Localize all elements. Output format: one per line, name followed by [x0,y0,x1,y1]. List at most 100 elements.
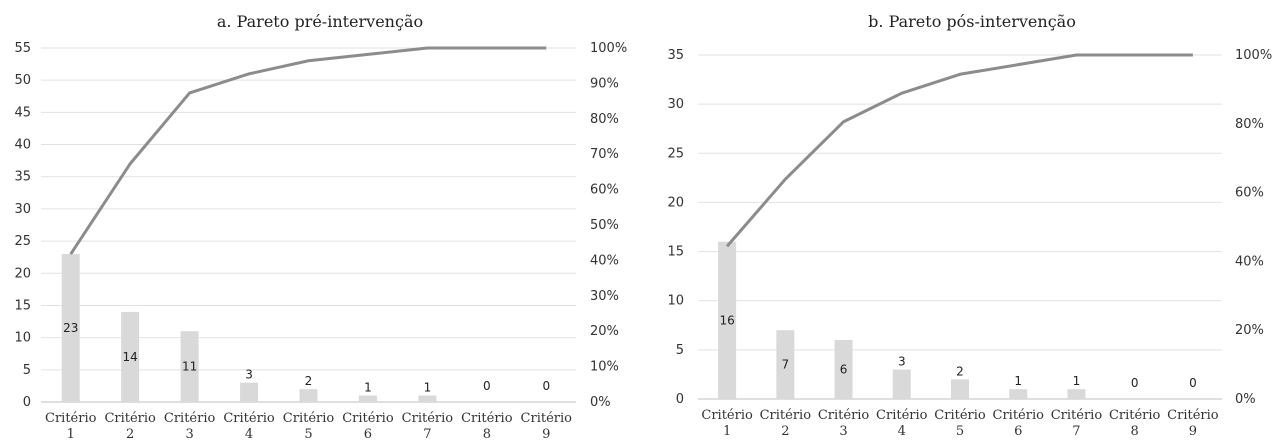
y-tick-label: 35 [667,48,684,63]
y2-tick-label: 40% [1235,254,1264,269]
y2-tick-label: 80% [1235,117,1264,132]
y2-tick-label: 60% [1235,186,1264,201]
y2-tick-label: 10% [590,360,619,375]
y-tick-label: 50 [14,73,31,88]
x-tick-label: Critério [521,411,573,426]
x-tick-label: Critério [1167,408,1219,423]
data-label: 0 [483,379,491,393]
y-tick-label: 10 [667,294,684,309]
x-tick-label: 3 [839,424,847,439]
x-tick-label: Critério [701,408,753,423]
data-label: 1 [364,381,372,395]
pareto-chart-pre: a. Pareto pré-intervenção 05101520253035… [14,12,627,442]
bar [121,311,140,402]
x-tick-label: Critério [934,408,986,423]
y-tick-label: 25 [14,234,31,249]
chart-title: a. Pareto pré-intervenção [217,12,423,31]
x-tick-label: Critério [876,408,928,423]
x-tick-label: 1 [723,424,731,439]
x-tick-label: Critério [45,411,97,426]
data-label: 7 [782,358,790,372]
x-tick-label: 5 [956,424,964,439]
y-tick-label: 5 [23,363,31,378]
y-tick-label: 35 [14,170,31,185]
data-label: 2 [305,374,313,388]
y2-tick-label: 0% [1235,392,1256,407]
y2-tick-label: 0% [590,395,611,410]
bar [61,253,80,402]
y-tick-label: 0 [23,395,31,410]
data-label: 23 [63,321,78,335]
data-label: 1 [1073,374,1081,388]
y2-tick-label: 50% [590,218,619,233]
bar [834,340,853,399]
x-tick-label: Critério [818,408,870,423]
data-label: 16 [719,313,734,327]
data-label: 6 [840,363,848,377]
x-tick-label: 6 [1014,424,1022,439]
bar [1009,389,1028,399]
pareto-chart-post: b. Pareto pós-intervenção 05101520253035… [667,12,1272,439]
y-tick-label: 15 [14,298,31,313]
x-tick-label: 2 [781,424,789,439]
y2-tick-label: 100% [590,41,627,56]
y-tick-label: 15 [667,245,684,260]
x-tick-label: 9 [542,427,550,442]
x-tick-label: Critério [1051,408,1103,423]
y-tick-label: 55 [14,41,31,56]
x-tick-label: Critério [164,411,216,426]
cumulative-line [69,46,547,255]
bar [358,395,377,402]
bar [240,382,259,402]
x-tick-label: 6 [364,427,372,442]
data-label: 0 [1131,376,1139,390]
x-tick-label: Critério [461,411,513,426]
y2-tick-label: 30% [590,289,619,304]
x-tick-label: 5 [304,427,312,442]
bar [299,389,318,402]
x-tick-label: Critério [223,411,275,426]
y2-tick-label: 90% [590,76,619,91]
data-label: 1 [1014,374,1022,388]
bar [180,331,199,402]
data-label: 3 [898,355,906,369]
y2-tick-label: 40% [590,253,619,268]
x-tick-label: 8 [483,427,491,442]
bar [718,241,737,399]
bar [1067,389,1086,399]
y2-tick-label: 70% [590,147,619,162]
x-tick-label: Critério [760,408,812,423]
x-tick-label: 7 [423,427,431,442]
y2-tick-label: 20% [590,324,619,339]
y2-tick-label: 100% [1235,48,1272,63]
x-tick-label: Critério [283,411,335,426]
bar [776,330,795,399]
y2-tick-label: 60% [590,183,619,198]
x-tick-label: 7 [1072,424,1080,439]
x-tick-label: 4 [898,424,906,439]
x-tick-label: 1 [67,427,75,442]
y2-tick-label: 20% [1235,323,1264,338]
data-label: 11 [182,360,197,374]
y2-tick-label: 80% [590,112,619,127]
y-tick-label: 5 [676,343,684,358]
bar [418,395,437,402]
chart-title: b. Pareto pós-intervenção [868,12,1076,31]
data-label: 3 [245,368,253,382]
y-tick-label: 40 [14,138,31,153]
y-tick-label: 20 [14,266,31,281]
x-tick-label: 4 [245,427,253,442]
x-tick-label: 2 [126,427,134,442]
x-tick-label: Critério [342,411,394,426]
x-tick-label: Critério [402,411,454,426]
data-label: 14 [123,350,138,364]
y-tick-label: 45 [14,105,31,120]
y-tick-label: 25 [667,146,684,161]
x-tick-label: Critério [1109,408,1161,423]
y-tick-label: 0 [676,392,684,407]
x-tick-label: 8 [1131,424,1139,439]
data-label: 2 [956,364,964,378]
y-tick-label: 20 [667,195,684,210]
y-tick-label: 30 [667,97,684,112]
